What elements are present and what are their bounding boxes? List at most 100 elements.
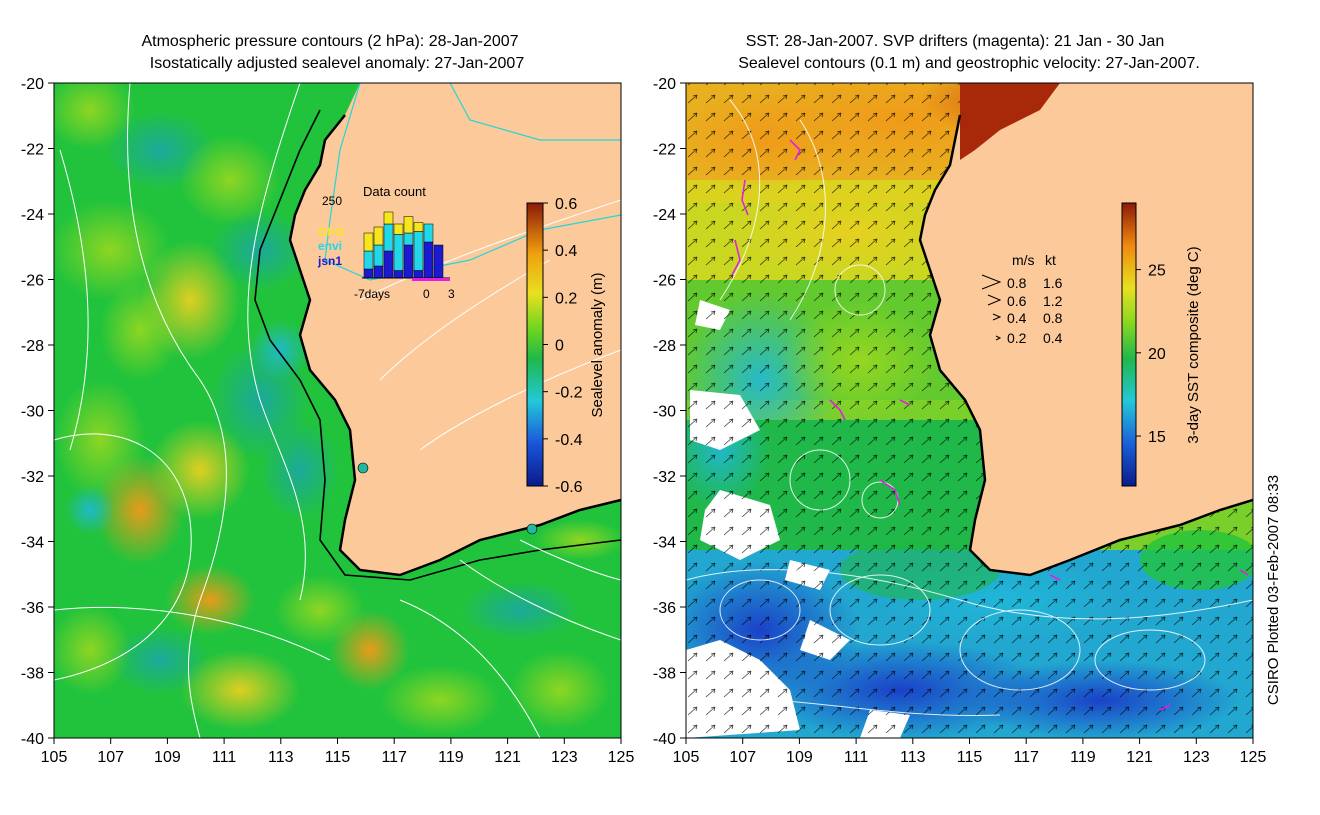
- velocity-legend-ms-1: 0.6: [1007, 293, 1027, 309]
- inset-bar-envi: [423, 223, 434, 243]
- sst-colorbar: [1121, 202, 1137, 487]
- sst-colorbar-ticks: 25 20 15: [1136, 263, 1166, 446]
- colorbar-tick-label: -0.4: [555, 432, 583, 449]
- right-land-australia: [920, 83, 1253, 575]
- inset-bar-jsn1: [423, 241, 434, 279]
- y-tick-label: -36: [21, 600, 44, 617]
- inset-bar-jsn1: [383, 250, 394, 279]
- inset-bar-envi: [383, 223, 394, 252]
- inset-bar-gfo: [383, 211, 394, 225]
- x-tick-label: 113: [900, 749, 926, 766]
- y-tick-label: -24: [653, 207, 676, 224]
- y-tick-label: -40: [653, 731, 676, 748]
- colorbar-tick-label: 25: [1148, 263, 1166, 280]
- y-tick-label: -22: [653, 142, 676, 159]
- x-tick-label: 115: [325, 749, 351, 766]
- pressure-contours: [54, 83, 621, 738]
- right-title-line1: SST: 28-Jan-2007. SVP drifters (magenta)…: [746, 33, 1165, 50]
- inset-bar-gfo: [393, 223, 404, 235]
- inset-bar-jsn1: [373, 265, 384, 279]
- sla-colorbar-ticks: 0.6 0.4 0.2 0 -0.2 -0.4 -0.6: [543, 196, 583, 496]
- colorbar-tick-label: 0.6: [555, 196, 577, 213]
- y-tick-label: -20: [653, 76, 676, 93]
- y-tick-label: -34: [653, 535, 676, 552]
- y-tick-label: -28: [21, 338, 44, 355]
- inset-bar-jsn1: [393, 270, 404, 279]
- velocity-legend-header-ms: m/s: [1012, 252, 1035, 268]
- x-tick-label: 125: [608, 749, 635, 766]
- colorbar-tick-label: 0.4: [555, 243, 577, 260]
- inset-bar-jsn1: [363, 268, 374, 279]
- right-y-axis: -20 -22 -24 -26 -28 -30 -32 -34 -36 -38 -40: [653, 76, 686, 748]
- inset-bar-gfo: [413, 222, 424, 232]
- right-title-line2: Sealevel contours (0.1 m) and geostrophi…: [738, 55, 1200, 72]
- x-tick-label: 119: [1070, 749, 1096, 766]
- inset-x-label-zero: 0: [423, 287, 430, 301]
- y-tick-label: -32: [653, 469, 676, 486]
- velocity-legend-kt-1: 1.2: [1043, 293, 1063, 309]
- y-tick-label: -28: [653, 338, 676, 355]
- x-tick-label: 123: [1183, 749, 1210, 766]
- footer-credit: CSIRO Plotted 03-Feb-2007 08:33: [1265, 475, 1282, 705]
- x-tick-label: 115: [957, 749, 983, 766]
- left-shelf-contour: [254, 109, 621, 581]
- y-tick-label: -30: [21, 404, 44, 421]
- x-tick-label: 119: [438, 749, 464, 766]
- x-tick-label: 109: [786, 749, 813, 766]
- velocity-arrow-0.8: [981, 274, 1002, 290]
- sla-colorbar-label: Sealevel anomaly (m): [589, 272, 606, 417]
- velocity-legend-ms-3: 0.2: [1007, 330, 1027, 346]
- x-tick-label: 121: [494, 749, 521, 766]
- right-coastline: [918, 114, 1253, 577]
- northwest-coast-hot-sst: [960, 83, 1060, 160]
- y-tick-label: -40: [21, 731, 44, 748]
- tide-gauge-marker-west: [357, 462, 369, 474]
- left-title-line2: Isostatically adjusted sealevel anomaly:…: [150, 55, 525, 72]
- x-tick-label: 109: [154, 749, 181, 766]
- inset-title: Data count: [363, 184, 426, 199]
- x-tick-label: 117: [381, 749, 407, 766]
- left-y-axis: -20 -22 -24 -26 -28 -30 -32 -34 -36 -38 -40: [21, 76, 54, 748]
- y-tick-label: -34: [21, 535, 44, 552]
- x-tick-label: 111: [212, 749, 236, 766]
- sealevel-contours: [686, 99, 1253, 717]
- colorbar-tick-label: -0.6: [555, 479, 583, 496]
- tide-gauge-marker-south: [526, 523, 538, 535]
- coastal-cyan-contour-2: [449, 83, 621, 141]
- y-tick-label: -38: [653, 666, 676, 683]
- x-tick-label: 107: [729, 749, 756, 766]
- x-tick-label: 105: [41, 749, 68, 766]
- inset-bar-gfo: [363, 232, 374, 252]
- inset-legend-jsn1: jsn1: [317, 254, 342, 268]
- colorbar-tick-label: 0.2: [555, 290, 577, 307]
- velocity-legend-header-kt: kt: [1045, 252, 1056, 268]
- svp-drifter-tracks: [731, 139, 1249, 711]
- y-tick-label: -38: [21, 666, 44, 683]
- y-tick-label: -30: [653, 404, 676, 421]
- velocity-legend-kt-3: 0.4: [1043, 330, 1063, 346]
- inset-bar-envi: [363, 250, 374, 270]
- inset-ymax-label: 250: [322, 194, 342, 208]
- y-tick-label: -36: [653, 600, 676, 617]
- inset-legend-envi: envi: [318, 239, 342, 253]
- left-x-axis: 105 107 109 111 113 115 117 119 121 123 125: [41, 738, 635, 766]
- inset-legend-gfo: GFO: [318, 225, 344, 239]
- right-x-axis: 105 107 109 111 113 115 117 119 121 123 125: [673, 738, 1267, 766]
- inset-x-label-start: -7days: [354, 287, 390, 301]
- x-tick-label: 123: [551, 749, 578, 766]
- colorbar-tick-label: -0.2: [555, 385, 583, 402]
- velocity-arrow-0.2: [995, 335, 1002, 341]
- inset-recent-days-strip: [412, 278, 450, 281]
- colorbar-tick-label: 20: [1148, 346, 1166, 363]
- inset-bar-envi: [373, 244, 384, 267]
- velocity-legend-kt-2: 0.8: [1043, 310, 1063, 326]
- data-count-inset: Data count 250 GFO envi jsn1 -7days 0 3: [317, 184, 455, 301]
- y-tick-label: -22: [21, 142, 44, 159]
- velocity-arrow-0.6: [987, 294, 1002, 306]
- x-tick-label: 125: [1240, 749, 1267, 766]
- colorbar-tick-label: 0: [555, 338, 564, 355]
- inset-bar-jsn1: [413, 270, 424, 279]
- inset-bars: [363, 211, 444, 279]
- inset-bar-gfo: [403, 216, 414, 234]
